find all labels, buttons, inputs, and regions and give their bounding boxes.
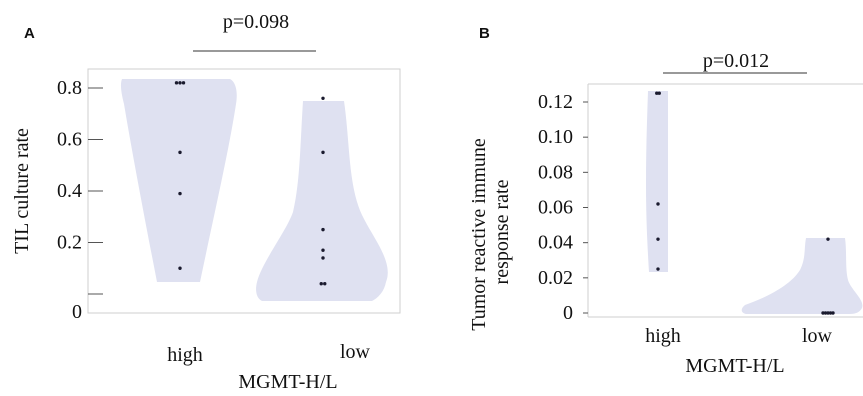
panel-a-xlabel: MGMT-H/L — [238, 371, 337, 393]
panel-b-ylabel-line2: response rate — [491, 179, 513, 284]
panel-a-data-point — [174, 81, 179, 85]
panel-a-data-point — [178, 81, 182, 85]
panel-b-ytick-label: 0.12 — [538, 91, 573, 113]
panel-a-data-point — [323, 282, 327, 286]
panel-a-data-point — [178, 150, 182, 155]
panel-a-ytick-label: 0 — [72, 301, 82, 323]
panel-b-data-point — [823, 311, 828, 315]
panel-a-ytick-label: 0.4 — [57, 180, 82, 202]
panel-b-violin-high — [646, 91, 668, 272]
panel-b-ytick-label: 0.10 — [538, 126, 573, 148]
panel-b-letter: B — [479, 25, 490, 42]
panel-b-pvalue: p=0.012 — [703, 50, 769, 72]
panel-b-data-point — [826, 311, 830, 315]
panel-b-ytick-label: 0.02 — [538, 267, 573, 289]
panel-b-ytick-label: 0 — [563, 302, 573, 324]
panel-b-y-axis: 0 0.02 0.04 0.06 0.08 0.10 0.12 — [538, 91, 588, 324]
panel-b-xtick-low: low — [802, 325, 833, 347]
panel-a-data-point — [178, 266, 182, 270]
panel-a-violin-low — [256, 101, 388, 301]
panel-a-data-point — [181, 81, 186, 85]
panel-b-violin-low — [741, 238, 863, 314]
panel-a-ytick-label: 0.2 — [57, 232, 82, 254]
panel-b-ytick-label: 0.08 — [538, 161, 573, 183]
panel-a: A p=0.098 TIL culture rate MGMT-H/L high… — [11, 11, 401, 393]
panel-a-violin-high — [120, 79, 237, 282]
panel-b-data-point — [655, 91, 659, 95]
panel-a-data-point — [321, 248, 325, 252]
panel-a-data-point — [321, 150, 325, 155]
panel-b-data-point — [828, 311, 833, 315]
panel-b-data-point — [656, 202, 660, 206]
panel-b-data-point — [656, 237, 660, 241]
panel-a-ylabel: TIL culture rate — [11, 128, 33, 254]
panel-b-data-point — [656, 267, 660, 271]
panel-a-data-point — [321, 96, 325, 101]
panel-b-data-point — [831, 311, 835, 315]
panel-b-data-point — [826, 237, 830, 241]
panel-a-letter: A — [24, 25, 35, 42]
panel-a-y-axis: 0 0.2 0.4 0.6 0.8 — [57, 77, 103, 323]
panel-b: B p=0.012 Tumor reactive immune response… — [468, 25, 863, 377]
panel-b-ytick-label: 0.06 — [538, 197, 573, 219]
panel-b-xtick-high: high — [645, 325, 681, 347]
panel-b-ylabel-line1: Tumor reactive immune — [468, 138, 490, 331]
panel-a-ytick-label: 0.8 — [57, 77, 82, 99]
panel-a-pvalue: p=0.098 — [223, 11, 289, 33]
panel-a-data-point — [178, 191, 182, 196]
panel-a-points — [174, 81, 327, 286]
panel-a-data-point — [319, 282, 323, 286]
panel-a-data-point — [321, 256, 325, 260]
panel-a-xtick-low: low — [340, 341, 371, 363]
panel-b-points — [655, 91, 835, 315]
panel-b-ytick-label: 0.04 — [538, 232, 573, 254]
panel-a-xtick-high: high — [167, 344, 203, 366]
panel-a-data-point — [321, 227, 325, 232]
panel-b-data-point — [657, 91, 661, 95]
panel-b-ylabel: Tumor reactive immune response rate — [468, 133, 513, 331]
panel-b-xlabel: MGMT-H/L — [685, 355, 784, 377]
panel-a-ytick-label: 0.6 — [57, 129, 82, 151]
panel-b-data-point — [821, 311, 825, 315]
